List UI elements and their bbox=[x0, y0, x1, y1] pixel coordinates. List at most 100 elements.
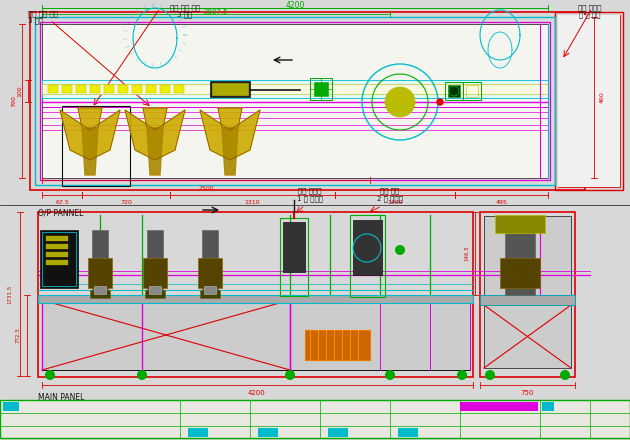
Bar bbox=[42, 84, 548, 94]
Polygon shape bbox=[78, 108, 102, 128]
Text: 1310: 1310 bbox=[244, 199, 260, 205]
Bar bbox=[90, 290, 110, 298]
Polygon shape bbox=[125, 110, 155, 160]
Bar bbox=[310, 78, 332, 100]
Bar bbox=[76, 85, 86, 93]
Bar bbox=[202, 230, 218, 295]
Bar bbox=[104, 85, 114, 93]
Bar bbox=[118, 85, 128, 93]
Circle shape bbox=[137, 370, 147, 380]
Bar bbox=[147, 230, 163, 295]
Bar bbox=[200, 290, 220, 298]
Bar bbox=[188, 428, 208, 437]
Polygon shape bbox=[143, 108, 167, 128]
Text: 다식 출진 금형
3 조금: 다식 출진 금형 3 조금 bbox=[28, 10, 58, 24]
Bar bbox=[92, 230, 108, 295]
Text: 0000: 0000 bbox=[591, 430, 609, 436]
Text: 495: 495 bbox=[496, 199, 507, 205]
Bar bbox=[350, 215, 385, 297]
Bar bbox=[143, 258, 167, 288]
Bar bbox=[149, 286, 161, 294]
Bar bbox=[132, 85, 142, 93]
Text: 4200: 4200 bbox=[285, 1, 305, 11]
Bar bbox=[42, 80, 548, 98]
Text: 재포 테이브
센 서 사용: 재포 테이브 센 서 사용 bbox=[578, 4, 602, 18]
Bar bbox=[88, 258, 112, 288]
Text: 다색달달 빨린달달: 다색달달 빨린달달 bbox=[551, 403, 590, 411]
Circle shape bbox=[385, 87, 415, 117]
Circle shape bbox=[385, 370, 395, 380]
Text: 4200: 4200 bbox=[248, 390, 266, 396]
Bar bbox=[42, 232, 76, 286]
Text: 146.5: 146.5 bbox=[464, 245, 469, 261]
Text: 772.5: 772.5 bbox=[16, 327, 21, 343]
Bar bbox=[466, 85, 478, 97]
Bar bbox=[480, 295, 575, 305]
Text: 1731.5: 1731.5 bbox=[8, 284, 13, 304]
Bar bbox=[62, 85, 72, 93]
Bar bbox=[0, 400, 630, 438]
Text: 에어 실린더
1 차 프레스: 에어 실린더 1 차 프레스 bbox=[297, 188, 323, 202]
Circle shape bbox=[285, 370, 295, 380]
Bar bbox=[500, 258, 540, 288]
Polygon shape bbox=[90, 110, 120, 160]
Text: 460: 460 bbox=[600, 91, 605, 103]
Text: ----: ---- bbox=[5, 415, 17, 425]
Bar bbox=[42, 300, 470, 370]
Bar bbox=[46, 244, 68, 249]
Bar bbox=[283, 222, 305, 272]
Polygon shape bbox=[147, 128, 163, 175]
Bar bbox=[35, 17, 555, 185]
Bar bbox=[40, 230, 78, 288]
Bar bbox=[46, 252, 68, 257]
Bar bbox=[555, 12, 623, 190]
Bar bbox=[558, 15, 620, 187]
Bar bbox=[46, 260, 68, 265]
Bar bbox=[40, 22, 550, 180]
Bar bbox=[445, 82, 463, 100]
Text: Assembly: Assembly bbox=[5, 429, 45, 437]
Text: 100: 100 bbox=[18, 85, 23, 97]
Text: 2500: 2500 bbox=[198, 186, 214, 191]
Polygon shape bbox=[155, 110, 185, 160]
Bar bbox=[280, 218, 308, 296]
Bar bbox=[160, 85, 170, 93]
Circle shape bbox=[437, 99, 443, 105]
Text: 750: 750 bbox=[520, 390, 534, 396]
Bar bbox=[146, 85, 156, 93]
Bar bbox=[30, 12, 585, 190]
Bar bbox=[480, 295, 575, 305]
Text: O/P PANNEL: O/P PANNEL bbox=[38, 208, 83, 217]
Bar bbox=[46, 236, 68, 241]
Polygon shape bbox=[200, 110, 230, 160]
Bar bbox=[3, 402, 19, 411]
Bar bbox=[353, 220, 382, 275]
Bar bbox=[42, 24, 548, 178]
Text: 720: 720 bbox=[120, 199, 132, 205]
Text: MAIN PANEL: MAIN PANEL bbox=[38, 393, 84, 402]
Circle shape bbox=[560, 370, 570, 380]
Circle shape bbox=[485, 370, 495, 380]
Text: 1300: 1300 bbox=[387, 199, 403, 205]
Bar bbox=[198, 258, 222, 288]
Bar bbox=[38, 212, 473, 377]
Text: 0000: 0000 bbox=[591, 417, 609, 423]
Text: CUPI-25T: CUPI-25T bbox=[90, 403, 128, 411]
Circle shape bbox=[45, 370, 55, 380]
Bar bbox=[38, 295, 473, 303]
Bar bbox=[328, 428, 348, 437]
Bar bbox=[145, 290, 165, 298]
Polygon shape bbox=[82, 128, 98, 175]
Polygon shape bbox=[222, 128, 238, 175]
Bar bbox=[90, 85, 100, 93]
Text: 2887.5: 2887.5 bbox=[203, 9, 228, 15]
Bar bbox=[94, 286, 106, 294]
Text: 790: 790 bbox=[11, 95, 16, 107]
Bar bbox=[204, 286, 216, 294]
Bar bbox=[480, 212, 575, 377]
Bar bbox=[174, 85, 184, 93]
Bar bbox=[398, 428, 418, 437]
Polygon shape bbox=[230, 110, 260, 160]
Bar bbox=[495, 215, 545, 233]
Polygon shape bbox=[60, 110, 90, 160]
